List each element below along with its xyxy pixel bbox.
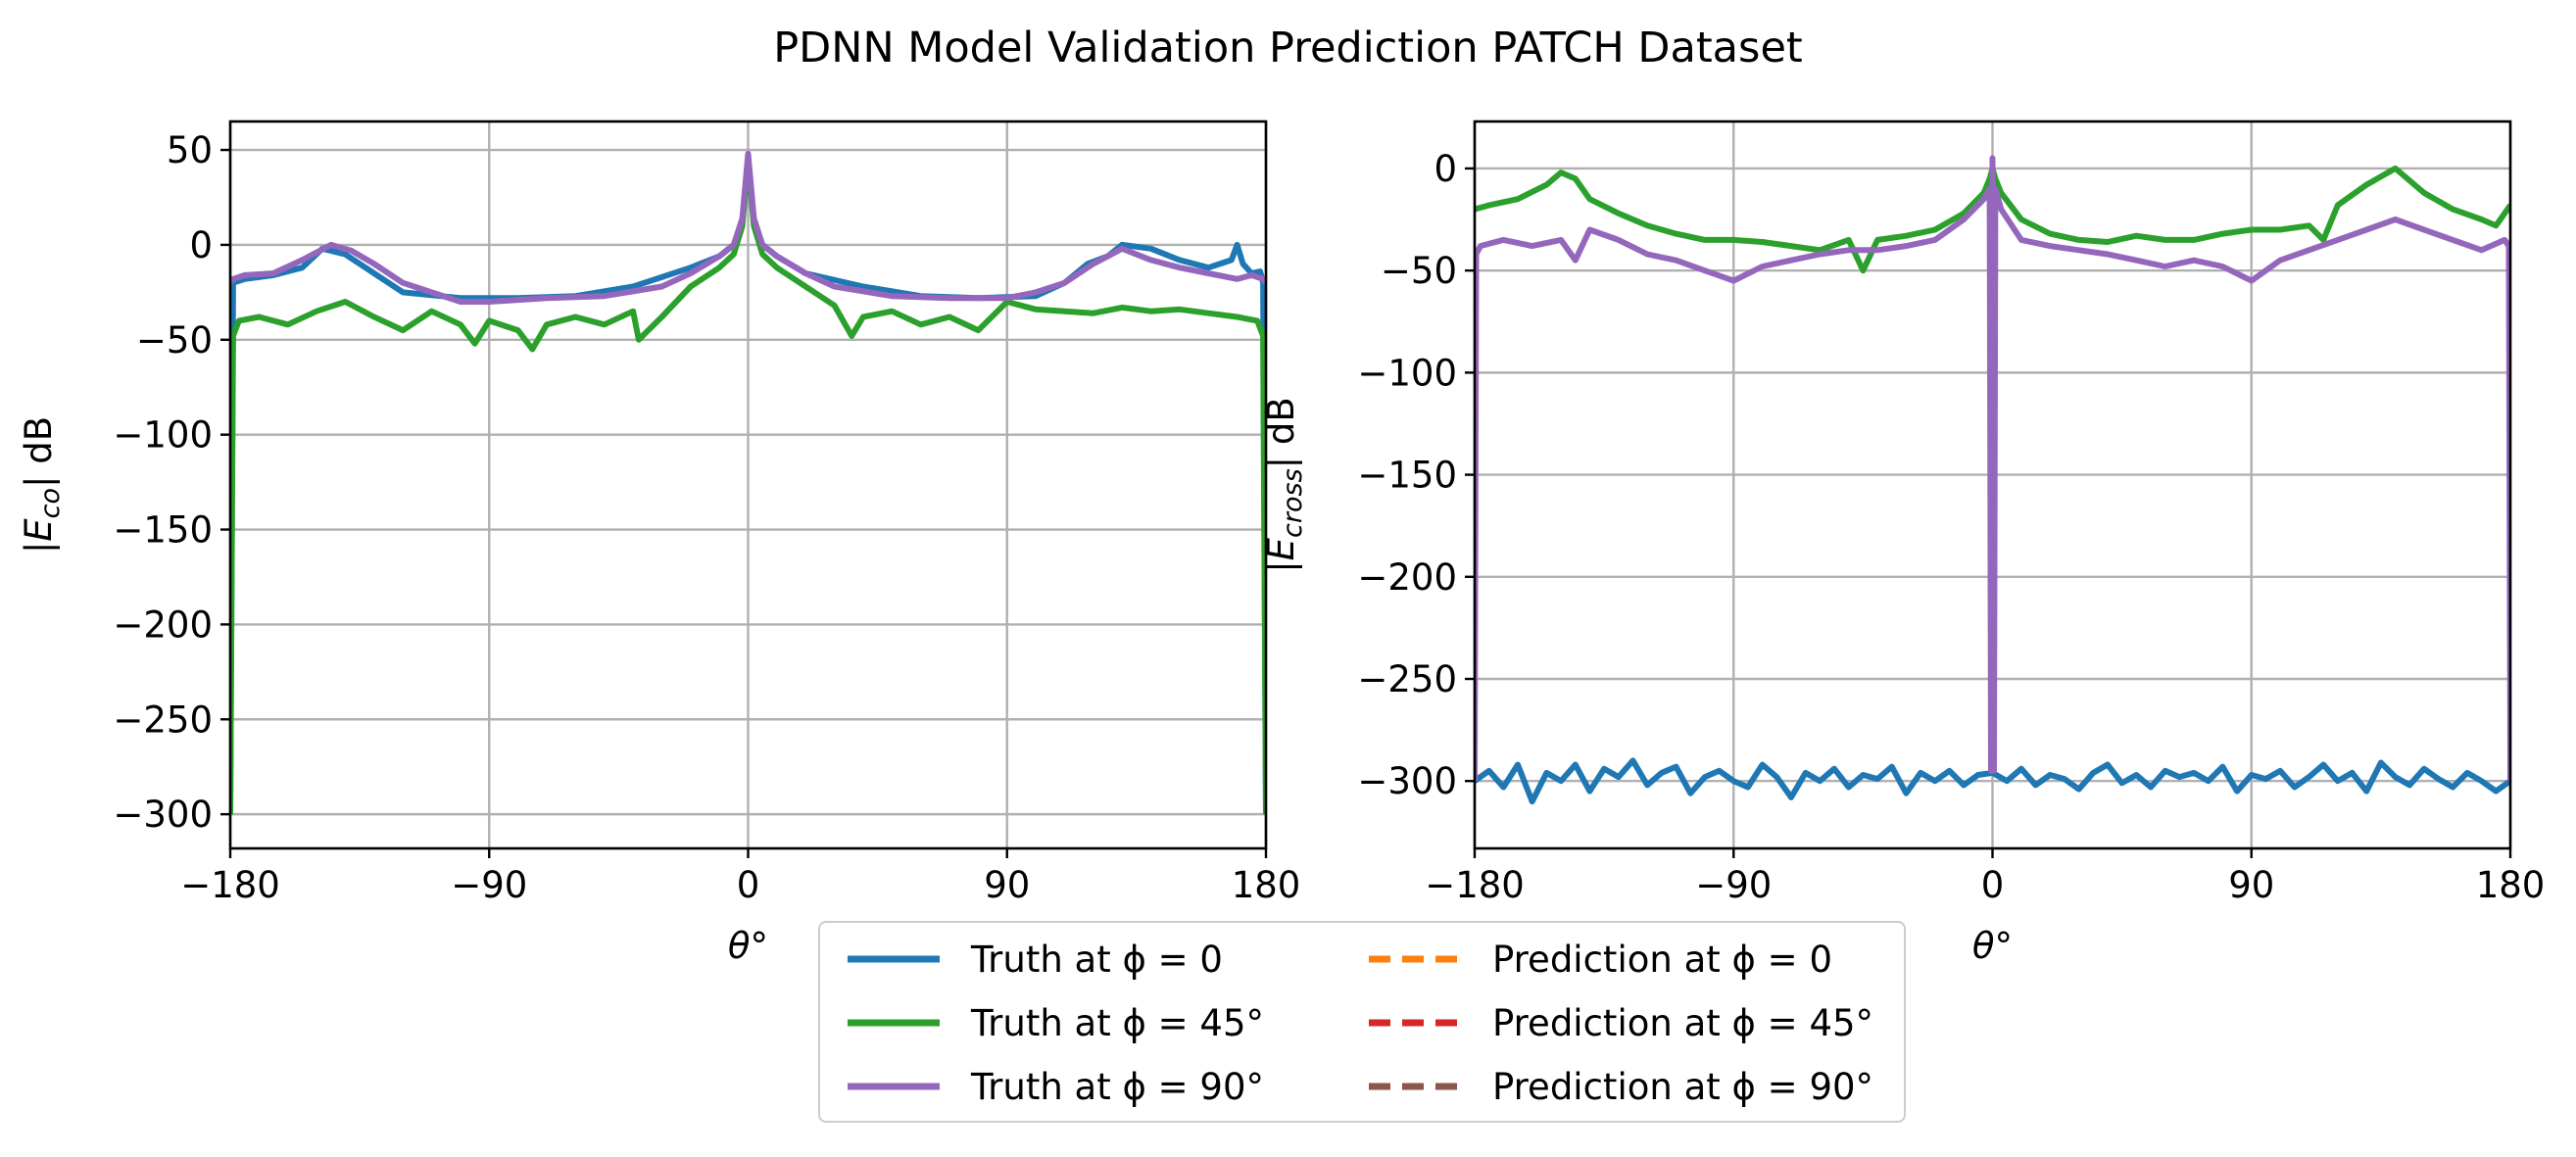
- x-axis-label: θ°: [1972, 925, 2013, 967]
- legend-label: Prediction at ϕ = 45°: [1492, 1001, 1874, 1044]
- legend-swatch: [848, 955, 940, 963]
- x-tick-label: 90: [2228, 864, 2274, 906]
- x-tick-label: −180: [1425, 864, 1525, 906]
- legend-item: Prediction at ϕ = 90°: [1361, 1062, 1873, 1111]
- y-tick-label: −50: [136, 319, 213, 362]
- figure-title: PDNN Model Validation Prediction PATCH D…: [773, 24, 1803, 72]
- legend-item: Prediction at ϕ = 0: [1361, 935, 1832, 984]
- legend-item: Truth at ϕ = 90°: [840, 1062, 1264, 1111]
- chart-panel-2: −180 −90 0 90 180 0 −50 −100 −150 −200 −250 −300 θ° |…: [1260, 120, 2546, 967]
- series-group: [1475, 155, 2510, 805]
- y-tick-label: −50: [1381, 250, 1457, 292]
- legend-swatch: [848, 1019, 940, 1027]
- y-tick-label: −100: [1357, 352, 1457, 394]
- y-tick-label: −150: [113, 509, 213, 552]
- legend-item: Truth at ϕ = 0: [840, 935, 1223, 984]
- legend-swatch: [1369, 1019, 1461, 1027]
- legend-item: Truth at ϕ = 45°: [840, 998, 1264, 1047]
- x-tick-label: −90: [1695, 864, 1772, 906]
- y-tick-label: −100: [113, 414, 213, 457]
- series-line: [230, 150, 1266, 305]
- y-tick-label: −150: [1357, 455, 1457, 497]
- legend-label: Truth at ϕ = 0: [971, 938, 1223, 981]
- y-tick-label: 0: [1434, 148, 1457, 190]
- legend-item: Prediction at ϕ = 45°: [1361, 998, 1873, 1047]
- legend: Truth at ϕ = 0 Truth at ϕ = 45° Truth at…: [818, 921, 1906, 1123]
- x-tick-label: 90: [984, 864, 1030, 906]
- y-tick-label: −200: [113, 603, 213, 646]
- x-tick-label: 0: [1981, 864, 2005, 906]
- legend-swatch: [1369, 955, 1461, 963]
- x-tick-label: 180: [2476, 864, 2546, 906]
- y-tick-label: −250: [1357, 658, 1457, 700]
- y-axis-label: |Eco| dB: [18, 416, 66, 554]
- legend-swatch: [1369, 1083, 1461, 1090]
- y-tick-label: −250: [113, 699, 213, 741]
- y-tick-label: 50: [167, 129, 213, 171]
- series-group: [230, 150, 1266, 815]
- x-tick-label: −90: [451, 864, 527, 906]
- x-axis-label: θ°: [728, 925, 768, 967]
- y-tick-label: 0: [189, 224, 213, 266]
- x-tick-label: −180: [180, 864, 280, 906]
- legend-swatch: [848, 1083, 940, 1090]
- y-tick-label: −200: [1357, 556, 1457, 599]
- chart-panel-1: −180 −90 0 90 180 50 0 −50 −100 −150 −200 −250 −300 θ…: [18, 120, 1301, 967]
- legend-label: Truth at ϕ = 90°: [971, 1065, 1264, 1108]
- x-tick-label: 0: [737, 864, 760, 906]
- y-tick-label: −300: [113, 794, 213, 836]
- legend-label: Prediction at ϕ = 90°: [1492, 1065, 1874, 1108]
- x-tick-label: 180: [1232, 864, 1301, 906]
- legend-label: Prediction at ϕ = 0: [1492, 938, 1832, 981]
- legend-label: Truth at ϕ = 45°: [971, 1001, 1264, 1044]
- y-tick-label: −300: [1357, 760, 1457, 802]
- y-axis-label: |Ecross| dB: [1260, 397, 1308, 573]
- series-line: [1475, 155, 2510, 782]
